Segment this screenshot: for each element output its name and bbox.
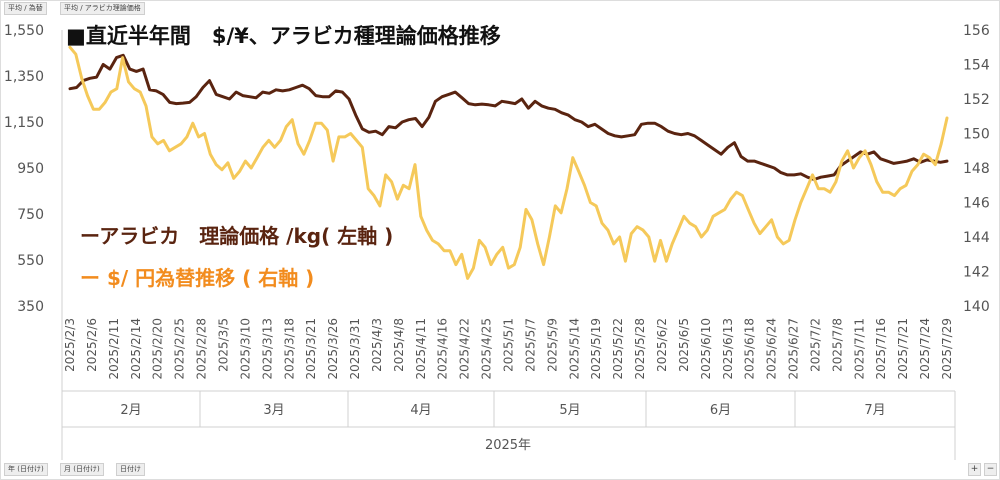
x-tick-label: 2025/4/25 <box>480 318 494 380</box>
right-tick-label: 148 <box>963 161 990 177</box>
x-tick-label: 2025/6/24 <box>765 318 779 380</box>
x-tick-label: 2025/4/3 <box>370 318 384 372</box>
right-tick-label: 144 <box>963 230 990 246</box>
right-tick-label: 142 <box>963 265 990 281</box>
x-tick-label: 2025/4/8 <box>392 318 406 372</box>
x-tick-label: 2025/2/14 <box>129 318 143 380</box>
right-tick-label: 146 <box>963 196 990 212</box>
x-tick-label: 2025/3/5 <box>216 318 230 372</box>
x-tick-label: 2025/2/25 <box>173 318 187 380</box>
x-tick-label: 2025/6/13 <box>721 318 735 380</box>
field-button-year[interactable]: 年 (日付け) <box>4 463 48 476</box>
x-tick-label: 2025/5/1 <box>502 318 516 372</box>
month-label: 7月 <box>864 403 885 418</box>
legend-arabica: ーアラビカ 理論価格 /kg( 左軸 ) <box>80 224 394 248</box>
x-tick-label: 2025/3/18 <box>282 318 296 380</box>
x-tick-label: 2025/6/5 <box>677 318 691 372</box>
x-tick-label: 2025/3/31 <box>348 318 362 380</box>
x-tick-label: 2025/6/2 <box>655 318 669 372</box>
x-tick-label: 2025/5/14 <box>567 318 581 380</box>
left-tick-label: 550 <box>17 253 44 269</box>
x-tick-label: 2025/3/26 <box>326 318 340 380</box>
x-tick-label: 2025/4/22 <box>458 318 472 380</box>
x-tick-label: 2025/2/6 <box>85 318 99 372</box>
right-tick-label: 156 <box>963 23 990 39</box>
left-tick-label: 1,150 <box>4 115 44 131</box>
left-tick-label: 1,550 <box>4 23 44 39</box>
right-tick-label: 154 <box>963 58 990 74</box>
year-label: 2025年 <box>485 438 531 453</box>
x-tick-label: 2025/7/29 <box>940 318 954 380</box>
collapse-field-button[interactable]: − <box>984 463 997 476</box>
x-tick-label: 2025/5/28 <box>633 318 647 380</box>
series-line-usd-jpy <box>68 45 949 280</box>
x-tick-label: 2025/7/16 <box>874 318 888 380</box>
x-tick-label: 2025/4/11 <box>414 318 428 380</box>
x-tick-label: 2025/6/18 <box>743 318 757 380</box>
x-tick-label: 2025/7/21 <box>896 318 910 380</box>
x-tick-label: 2025/7/2 <box>808 318 822 372</box>
x-tick-label: 2025/5/22 <box>611 318 625 380</box>
x-tick-label: 2025/6/10 <box>699 318 713 380</box>
x-tick-label: 2025/2/20 <box>151 318 165 380</box>
chart-title: ■直近半年間 $/¥、アラビカ種理論価格推移 <box>66 24 501 48</box>
x-tick-label: 2025/7/11 <box>852 318 866 380</box>
right-tick-label: 152 <box>963 92 990 108</box>
legend-usd-jpy: ー $/ 円為替推移 ( 右軸 ) <box>80 266 315 290</box>
x-tick-label: 2025/2/28 <box>195 318 209 380</box>
field-button-arabica[interactable]: 平均 / アラビカ理論価格 <box>60 2 145 15</box>
field-button-date[interactable]: 日付け <box>116 463 145 476</box>
left-tick-label: 750 <box>17 207 44 223</box>
month-label: 3月 <box>263 403 284 418</box>
x-tick-label: 2025/3/10 <box>238 318 252 380</box>
series-line-arabica <box>68 53 949 181</box>
field-button-usd-jpy[interactable]: 平均 / 為替 <box>4 2 47 15</box>
left-tick-label: 1,350 <box>4 69 44 85</box>
x-tick-label: 2025/5/19 <box>589 318 603 380</box>
x-tick-label: 2025/3/13 <box>260 318 274 380</box>
month-label: 6月 <box>710 403 731 418</box>
x-tick-label: 2025/4/16 <box>436 318 450 380</box>
month-label: 4月 <box>410 403 431 418</box>
x-tick-label: 2025/6/27 <box>787 318 801 380</box>
x-tick-label: 2025/5/7 <box>523 318 537 372</box>
expand-field-button[interactable]: + <box>968 463 981 476</box>
x-tick-label: 2025/7/8 <box>830 318 844 372</box>
x-tick-label: 2025/3/21 <box>304 318 318 380</box>
x-tick-label: 2025/7/24 <box>918 318 932 380</box>
left-tick-label: 950 <box>17 161 44 177</box>
right-tick-label: 150 <box>963 127 990 143</box>
x-tick-label: 2025/2/11 <box>107 318 121 380</box>
month-label: 5月 <box>559 403 580 418</box>
x-tick-label: 2025/2/3 <box>63 318 77 372</box>
x-tick-label: 2025/5/9 <box>545 318 559 372</box>
field-button-month[interactable]: 月 (日付け) <box>60 463 104 476</box>
left-tick-label: 350 <box>17 299 44 315</box>
month-label: 2月 <box>120 403 141 418</box>
right-tick-label: 140 <box>963 299 990 315</box>
